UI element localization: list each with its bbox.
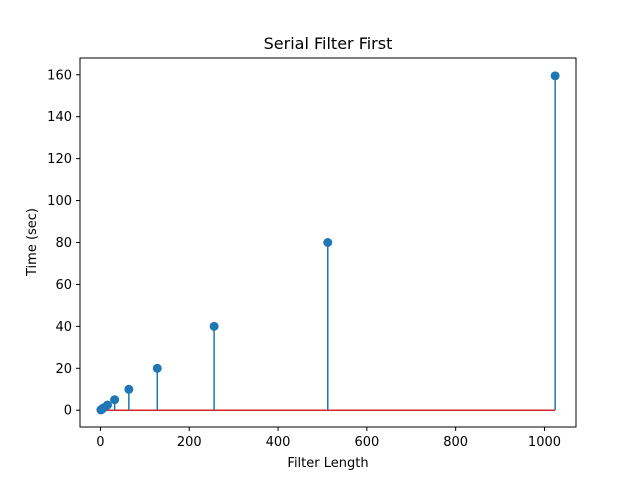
plot-area: 0 200 400 600 800 1000 0 20 40 60 80 100 120 140 160	[47, 57, 577, 450]
y-tick-label: 120	[47, 152, 72, 167]
x-tick-label: 200	[177, 435, 202, 450]
x-tick-label: 400	[266, 435, 291, 450]
x-tick-label: 1000	[528, 435, 561, 450]
data-point	[124, 384, 134, 394]
x-axis-label: Filter Length	[287, 456, 368, 471]
y-tick-label: 40	[55, 320, 72, 335]
data-point	[152, 363, 162, 373]
y-tick-label: 20	[55, 362, 72, 377]
data-point	[209, 321, 219, 331]
y-axis-label: Time (sec)	[25, 208, 40, 277]
y-tick-label: 160	[47, 68, 72, 83]
chart-title: Serial Filter First	[264, 34, 393, 53]
y-tick-label: 60	[55, 278, 72, 293]
y-tick-label: 100	[47, 194, 72, 209]
y-tick-label: 0	[64, 404, 72, 419]
y-tick-label: 140	[47, 110, 72, 125]
x-tick-label: 0	[96, 435, 104, 450]
data-point	[103, 400, 113, 410]
data-point	[110, 395, 120, 405]
x-tick-label: 600	[354, 435, 379, 450]
data-point	[550, 71, 560, 81]
data-point	[323, 238, 333, 247]
y-tick-label: 80	[55, 236, 72, 251]
x-tick-label: 800	[443, 435, 468, 450]
